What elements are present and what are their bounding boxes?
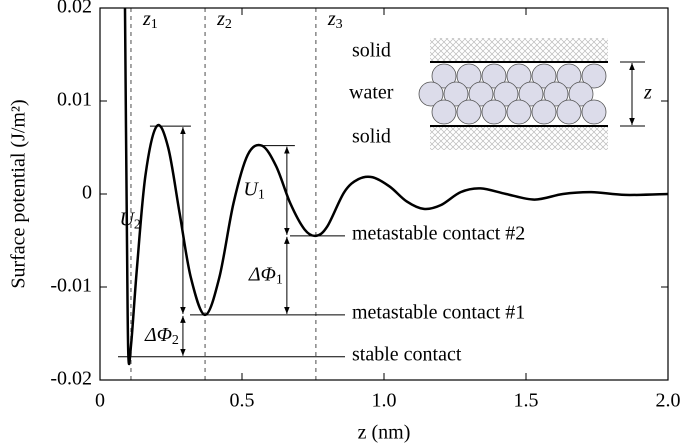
x-axis-label: z (nm)	[358, 422, 411, 444]
level-label: metastable contact #1	[352, 301, 525, 323]
molecule	[443, 81, 469, 107]
molecule	[456, 63, 482, 89]
annotation: U1	[243, 178, 264, 203]
molecule	[556, 63, 582, 89]
inset-label: z	[643, 82, 652, 104]
annotation: z2	[216, 8, 232, 33]
annotation-text: z	[327, 8, 336, 30]
molecule	[506, 63, 532, 89]
molecule	[506, 99, 532, 125]
inset-label: water	[349, 82, 394, 104]
annotation: U2	[119, 208, 140, 233]
molecule	[431, 63, 457, 89]
molecule	[481, 99, 507, 125]
x-tick-label: 0	[95, 390, 105, 412]
molecule	[531, 63, 557, 89]
level-label: stable contact	[352, 343, 462, 365]
annotation-sub: 1	[258, 188, 265, 203]
y-tick-label: 0	[82, 182, 92, 204]
y-tick-label: 0.01	[57, 89, 92, 111]
molecule	[431, 99, 457, 125]
annotation: z3	[327, 8, 343, 33]
annotation: ΔΦ2	[144, 323, 179, 348]
molecule	[468, 81, 494, 107]
y-tick-label: -0.01	[50, 275, 92, 297]
x-tick-label: 2.0	[656, 390, 681, 412]
molecule	[456, 99, 482, 125]
molecule	[568, 81, 594, 107]
inset: solid water solid z	[349, 38, 652, 150]
y-tick-label: -0.02	[50, 368, 92, 390]
x-tick-label: 0.5	[230, 390, 255, 412]
inset-label: solid	[352, 40, 391, 62]
annotation-sub: 1	[151, 17, 158, 32]
annotation-sub: 2	[225, 17, 232, 32]
molecule	[493, 81, 519, 107]
molecule	[556, 99, 582, 125]
annotation: ΔΦ1	[248, 263, 283, 288]
annotation-sub: 2	[172, 333, 179, 348]
x-tick-label: 1.0	[372, 390, 397, 412]
annotation-sub: 2	[134, 218, 141, 233]
molecule	[531, 99, 557, 125]
molecule	[518, 81, 544, 107]
molecule	[481, 63, 507, 89]
level-label: metastable contact #2	[352, 222, 525, 244]
x-tick-label: 1.5	[514, 390, 539, 412]
annotation: z1	[142, 8, 158, 33]
molecule	[581, 63, 607, 89]
annotation-text: U	[243, 178, 259, 200]
annotation-sub: 1	[276, 273, 283, 288]
annotation-text: ΔΦ	[248, 263, 276, 285]
annotation-sub: 3	[336, 17, 343, 32]
y-tick-label: 0.02	[57, 0, 92, 18]
annotation-text: z	[142, 8, 151, 30]
curve	[123, 8, 668, 366]
inset-label: solid	[352, 126, 391, 148]
annotation-text: ΔΦ	[144, 323, 172, 345]
molecule	[418, 81, 444, 107]
molecule	[543, 81, 569, 107]
water-molecules	[418, 63, 607, 125]
molecule	[581, 99, 607, 125]
annotation-text: z	[216, 8, 225, 30]
y-axis-label: Surface potential (J/m²)	[8, 99, 30, 288]
